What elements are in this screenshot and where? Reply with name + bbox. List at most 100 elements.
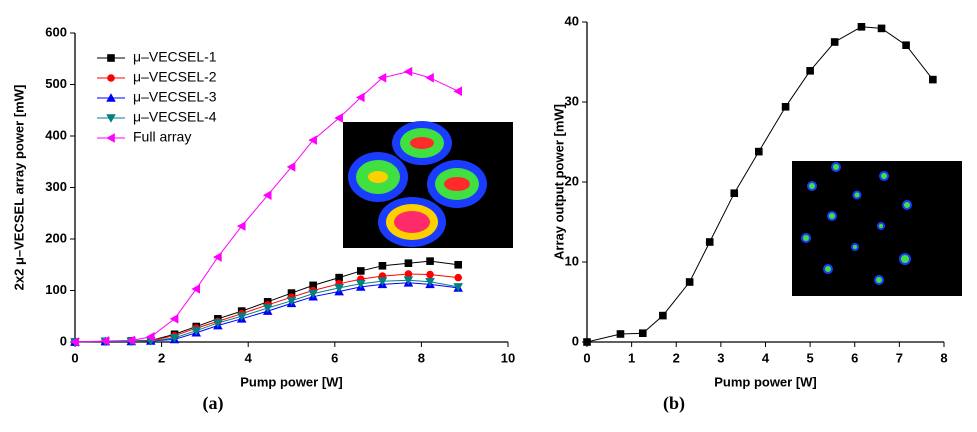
- marker: [70, 337, 79, 347]
- legend-label: Full array: [133, 129, 191, 145]
- panel-label: (a): [203, 393, 224, 414]
- legend-label: μ–VECSEL-4: [133, 109, 217, 125]
- y-tick-label: 100: [45, 282, 67, 297]
- marker: [169, 334, 180, 343]
- x-tick-label: 8: [418, 350, 425, 365]
- marker: [286, 297, 297, 306]
- legend-marker: [106, 93, 116, 102]
- marker: [377, 277, 388, 287]
- marker: [355, 92, 365, 103]
- x-tick-label: 0: [71, 350, 78, 365]
- marker: [213, 319, 223, 328]
- x-tick-label: 2: [673, 350, 680, 365]
- marker: [287, 289, 296, 297]
- inset-image-b: [792, 161, 962, 296]
- marker: [309, 281, 317, 290]
- marker: [929, 75, 937, 84]
- marker: [426, 257, 434, 265]
- x-tick-label: 6: [331, 350, 338, 365]
- legend-label: μ–VECSEL-2: [133, 69, 217, 85]
- marker: [335, 273, 343, 282]
- x-tick-label: 2: [158, 350, 165, 365]
- marker: [755, 147, 763, 156]
- marker: [583, 338, 591, 346]
- x-tick-label: 7: [896, 350, 903, 365]
- y-tick-label: 30: [565, 93, 579, 108]
- x-tick-label: 10: [501, 350, 515, 365]
- marker: [378, 261, 387, 270]
- marker: [262, 190, 272, 201]
- x-axis-title: Pump power [W]: [714, 374, 817, 389]
- marker: [705, 238, 714, 246]
- y-tick-label: 300: [45, 179, 67, 194]
- y-tick-label: 600: [45, 24, 67, 39]
- marker: [857, 23, 866, 31]
- y-tick-label: 40: [565, 13, 579, 28]
- marker: [191, 326, 202, 336]
- marker: [356, 267, 365, 275]
- x-tick-label: 4: [762, 350, 770, 365]
- marker: [454, 273, 463, 282]
- marker: [453, 86, 463, 96]
- marker: [781, 103, 790, 111]
- marker: [454, 260, 463, 269]
- marker: [685, 278, 694, 286]
- marker: [213, 252, 222, 262]
- marker: [659, 311, 667, 320]
- marker: [830, 38, 839, 46]
- marker: [616, 330, 625, 338]
- x-tick-label: 5: [807, 350, 814, 365]
- marker: [334, 284, 344, 293]
- panel-label: (b): [663, 393, 685, 414]
- x-tick-label: 8: [940, 350, 947, 365]
- y-tick-label: 10: [565, 253, 579, 268]
- marker: [126, 335, 136, 346]
- marker: [191, 284, 201, 294]
- y-tick-label: 0: [572, 333, 579, 348]
- x-tick-label: 1: [628, 350, 635, 365]
- x-tick-label: 0: [583, 350, 590, 365]
- marker: [169, 314, 179, 324]
- y-tick-label: 200: [45, 230, 67, 245]
- inset-image-a: [343, 121, 513, 248]
- marker: [262, 304, 273, 313]
- marker: [638, 329, 647, 337]
- legend-label: μ–VECSEL-3: [133, 89, 217, 105]
- x-axis-title: Pump power [W]: [240, 374, 343, 389]
- marker: [236, 221, 246, 231]
- y-tick-label: 400: [45, 127, 67, 142]
- y-tick-label: 500: [45, 76, 67, 91]
- legend-label: μ–VECSEL-1: [133, 49, 217, 65]
- marker: [377, 73, 387, 83]
- marker: [308, 135, 317, 145]
- marker: [425, 277, 435, 287]
- marker: [100, 336, 110, 346]
- marker: [877, 24, 886, 33]
- marker: [286, 162, 296, 172]
- x-tick-label: 4: [245, 350, 253, 365]
- marker: [453, 283, 464, 292]
- y-tick-label: 0: [60, 333, 67, 348]
- x-tick-label: 6: [851, 350, 858, 365]
- marker: [730, 189, 739, 197]
- marker: [426, 270, 434, 279]
- legend-marker: [106, 114, 116, 123]
- marker: [334, 113, 343, 123]
- legend-marker: [106, 133, 115, 143]
- marker: [355, 280, 366, 289]
- marker: [145, 332, 155, 342]
- y-tick-label: 20: [565, 173, 579, 188]
- marker: [404, 270, 413, 278]
- marker: [425, 73, 434, 83]
- chart: 0 10 20 30 40 0 1 2 3 4 5 6 7 8 Pump power [W] Array ou…: [551, 13, 947, 414]
- marker: [806, 67, 814, 75]
- legend-marker: [107, 54, 115, 62]
- y-axis-title: 2x2 μ–VECSEL array power [mW]: [11, 85, 26, 291]
- marker: [236, 312, 247, 322]
- marker: [902, 41, 910, 49]
- x-tick-label: 3: [717, 350, 724, 365]
- marker: [403, 66, 413, 77]
- chart: 0 100 200 300 400 500 600 0 2 4 6 8 10 Pump power [W]…: [11, 24, 515, 414]
- y-axis-title: Array output power [mW]: [551, 104, 566, 260]
